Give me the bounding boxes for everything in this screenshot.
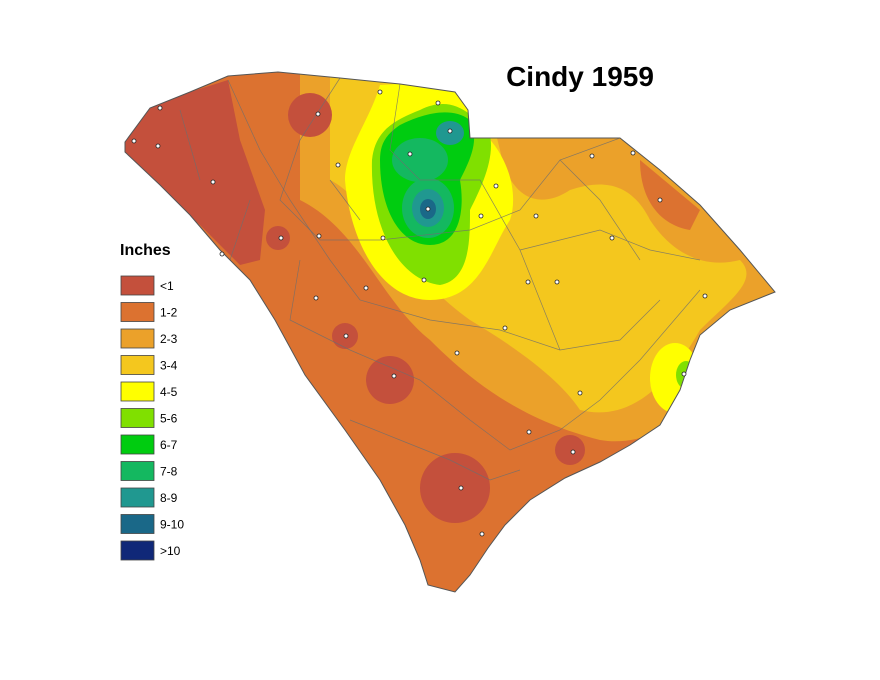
legend-swatch [120,487,155,508]
state-outline [124,71,776,593]
legend-swatch [120,408,155,428]
legend-label: >10 [160,544,181,558]
legend-label: 5-6 [160,412,178,426]
contour-1-2-ne [640,160,700,230]
contours [125,72,775,592]
contour-lt1 [125,80,265,265]
map-title: Cindy 1959 [506,61,654,92]
legend-label: <1 [160,279,174,293]
legend-swatch [120,461,155,481]
legend-label: 9-10 [160,518,184,532]
legend-swatch [120,540,155,561]
contour-7-8 [392,138,448,182]
legend-swatch [120,328,155,349]
legend-label: 3-4 [160,359,178,373]
legend-label: 4-5 [160,385,178,399]
legend: <1 1-2 2-3 3-4 4-5 5-6 6-7 7-8 8-9 9-10 >10 [120,275,184,561]
legend-title: Inches [120,242,171,259]
legend-label: 7-8 [160,465,178,479]
legend-label: 2-3 [160,332,178,346]
legend-label: 8-9 [160,491,178,505]
stations [131,89,708,537]
legend-swatch [120,355,155,375]
legend-swatch [120,381,155,402]
contour-lt1-c [366,356,414,404]
contour-lt1-c [266,226,290,250]
contour-lt1-c [288,93,332,137]
contour-lt1-c [555,435,585,465]
contour-lt1-c [420,453,490,523]
legend-swatch [120,514,155,534]
legend-label: 1-2 [160,306,178,320]
legend-swatch [120,275,155,296]
legend-swatch [120,302,155,322]
legend-label: 6-7 [160,438,178,452]
county-lines [179,77,701,481]
legend-swatch [120,434,155,455]
